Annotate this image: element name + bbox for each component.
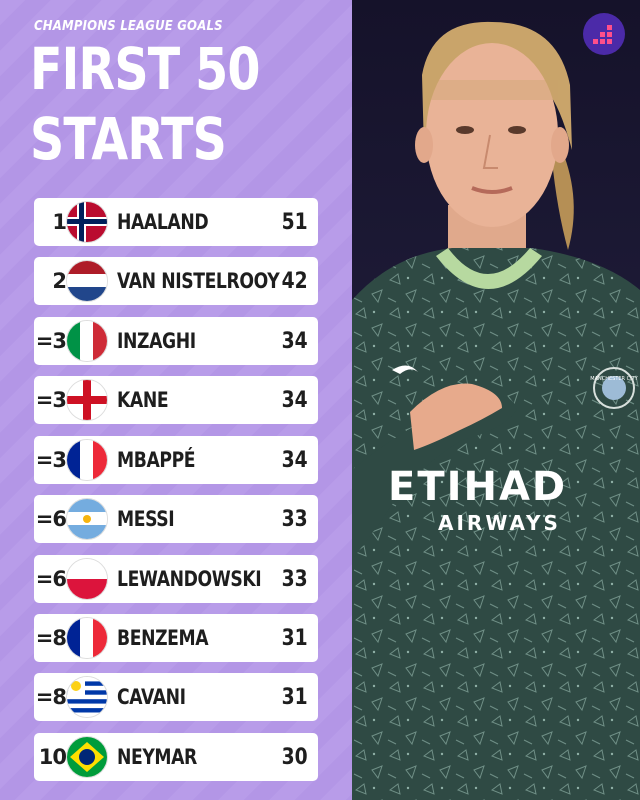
- rank: =3: [35, 388, 67, 412]
- player-name: BENZEMA: [117, 626, 209, 650]
- player-name: MBAPPÉ: [117, 448, 196, 472]
- title-line-1: FIRST 50: [30, 35, 261, 103]
- player-name: NEYMAR: [117, 745, 197, 769]
- rank: =3: [35, 329, 67, 353]
- argentina-flag-icon: [66, 498, 108, 540]
- rank: =8: [35, 626, 67, 650]
- france-flag-icon: [66, 439, 108, 481]
- supertitle: CHAMPIONS LEAGUE GOALS: [34, 19, 223, 34]
- player-name: VAN NISTELROOY: [117, 269, 280, 293]
- goal-count: 34: [281, 387, 308, 413]
- goal-count: 33: [281, 566, 308, 592]
- player-name: KANE: [117, 388, 169, 412]
- italy-flag-icon: [66, 320, 108, 362]
- sponsor-line-2: AIRWAYS: [438, 511, 561, 535]
- goal-count: 34: [281, 328, 308, 354]
- uruguay-flag-icon: [66, 676, 108, 718]
- player-photo: MANCHESTER CITY ETIHAD AIRWAYS: [352, 0, 640, 800]
- rank: 10: [38, 745, 67, 769]
- ranking-row: 2 VAN NISTELROOY 42: [34, 257, 318, 305]
- player-illustration: MANCHESTER CITY ETIHAD AIRWAYS: [352, 21, 640, 800]
- ranking-row: =8 CAVANI 31: [34, 673, 318, 721]
- goal-count: 33: [281, 506, 308, 532]
- badge-text: MANCHESTER CITY: [590, 376, 638, 382]
- player-name: LEWANDOWSKI: [117, 567, 262, 591]
- ranking-row: =3 KANE 34: [34, 376, 318, 424]
- goal-count: 31: [281, 625, 308, 651]
- ranking-row: =6 LEWANDOWSKI 33: [34, 555, 318, 603]
- player-name: CAVANI: [117, 685, 186, 709]
- ranking-panel: CHAMPIONS LEAGUE GOALS FIRST 50 STARTS 1…: [0, 0, 352, 800]
- rank: =3: [35, 448, 67, 472]
- title-line-2: STARTS: [30, 105, 227, 173]
- england-flag-icon: [66, 379, 108, 421]
- netherlands-flag-icon: [66, 260, 108, 302]
- goal-count: 30: [281, 744, 308, 770]
- ranking-row: =8 BENZEMA 31: [34, 614, 318, 662]
- player-name: HAALAND: [117, 210, 209, 234]
- ranking-row: 1 HAALAND 51: [34, 198, 318, 246]
- rank: =8: [35, 685, 67, 709]
- goal-count: 34: [281, 447, 308, 473]
- goal-count: 31: [281, 684, 308, 710]
- france-flag-icon: [66, 617, 108, 659]
- ranking-row: =3 MBAPPÉ 34: [34, 436, 318, 484]
- poland-flag-icon: [66, 558, 108, 600]
- sponsor-line-1: ETIHAD: [388, 464, 567, 510]
- rank: =6: [35, 507, 67, 531]
- brazil-flag-icon: [66, 736, 108, 778]
- goal-count: 42: [281, 268, 308, 294]
- rank: 2: [52, 269, 67, 293]
- norway-flag-icon: [66, 201, 108, 243]
- ranking-row: =6 MESSI 33: [34, 495, 318, 543]
- ranking-row: =3 INZAGHI 34: [34, 317, 318, 365]
- rank: 1: [52, 210, 67, 234]
- goal-count: 51: [281, 209, 308, 235]
- ranking-row: 10 NEYMAR 30: [34, 733, 318, 781]
- player-name: INZAGHI: [117, 329, 196, 353]
- brand-logo-icon: [583, 13, 625, 55]
- player-name: MESSI: [117, 507, 175, 531]
- rank: =6: [35, 567, 67, 591]
